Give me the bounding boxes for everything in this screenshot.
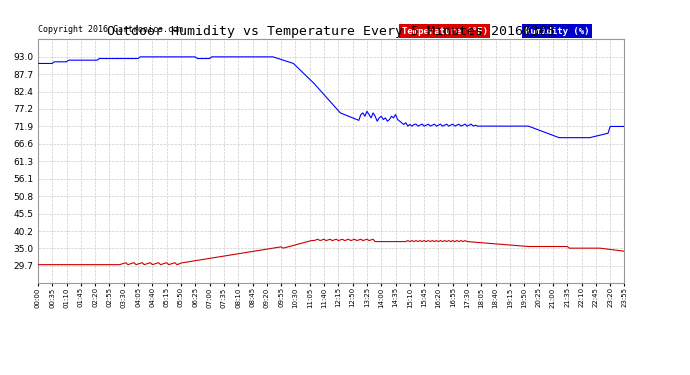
Text: Humidity (%): Humidity (%)	[525, 27, 589, 36]
Title: Outdoor Humidity vs Temperature Every 5 Minutes 20160305: Outdoor Humidity vs Temperature Every 5 …	[107, 25, 555, 38]
Text: Copyright 2016 Cartronics.com: Copyright 2016 Cartronics.com	[38, 26, 183, 34]
Text: Temperature (°F): Temperature (°F)	[402, 27, 488, 36]
